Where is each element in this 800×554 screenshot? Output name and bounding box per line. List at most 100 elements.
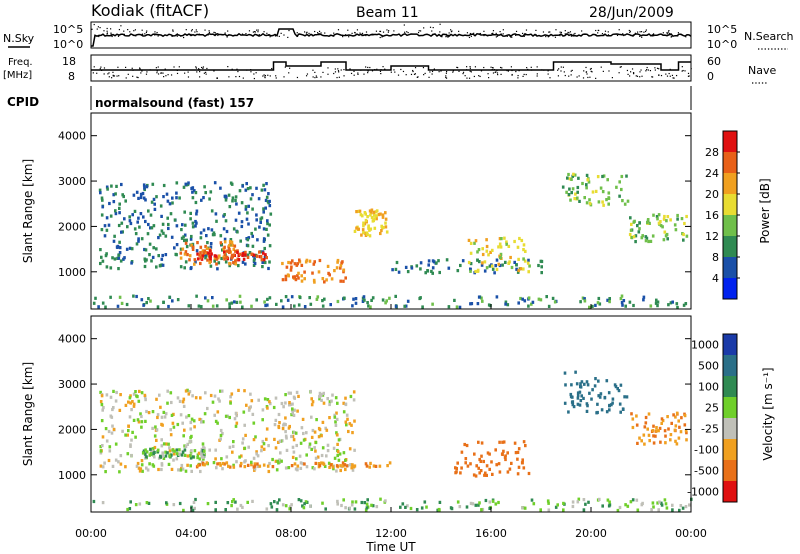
heatmap-cell [160, 415, 164, 419]
heatmap-cell [184, 444, 188, 448]
nsearch-dot [155, 34, 157, 36]
heatmap-cell [431, 271, 434, 275]
nave-dot [589, 68, 592, 70]
heatmap-cell [296, 468, 299, 472]
heatmap-cell [191, 394, 194, 398]
heatmap-cell [101, 259, 105, 263]
heatmap-cell [353, 229, 357, 233]
nsearch-dot [256, 29, 258, 31]
nave-dot [160, 72, 163, 74]
nsearch-dot [97, 26, 99, 28]
heatmap-cell [203, 463, 206, 467]
heatmap-cell [153, 445, 157, 450]
nsearch-dot [432, 33, 434, 36]
nave-dot [141, 70, 143, 72]
heatmap-cell [478, 501, 481, 505]
heatmap-cell [160, 257, 164, 261]
heatmap-cell [382, 225, 385, 230]
nsearch-dot [509, 35, 511, 37]
heatmap-cell [480, 296, 483, 300]
heatmap-cell [274, 418, 278, 422]
nsearch-dot [337, 29, 340, 31]
heatmap-cell [594, 303, 597, 307]
nave-dot [402, 70, 405, 73]
nsearch-dot [134, 29, 137, 31]
heatmap-cell [354, 500, 358, 504]
heatmap-cell [132, 402, 136, 406]
nsearch-dot [418, 30, 420, 32]
power-colorbar-tick-label: 8 [712, 251, 719, 264]
nsearch-dot [448, 34, 450, 36]
heatmap-cell [138, 469, 142, 473]
nave-dot [602, 70, 604, 72]
heatmap-cell [264, 303, 267, 308]
nsearch-dot [417, 31, 420, 34]
heatmap-cell [138, 502, 142, 506]
heatmap-cell [384, 221, 387, 225]
heatmap-cell [117, 223, 121, 228]
heatmap-cell [239, 300, 242, 304]
heatmap-cell [219, 234, 223, 238]
nsearch-dot [502, 33, 504, 35]
heatmap-cell [107, 223, 111, 227]
heatmap-cell [249, 197, 253, 201]
nave-dot [646, 66, 648, 69]
heatmap-cell [265, 427, 269, 431]
heatmap-cell [228, 302, 231, 306]
nave-dot [111, 77, 113, 79]
heatmap-cell [281, 305, 285, 309]
heatmap-cell [498, 242, 502, 246]
heatmap-cell [169, 391, 173, 395]
nsearch-dot [193, 34, 195, 36]
heatmap-cell [338, 452, 342, 456]
heatmap-cell [431, 302, 434, 306]
heatmap-cell [252, 263, 256, 267]
nave-dot [522, 75, 524, 77]
heatmap-cell [488, 264, 492, 268]
nsearch-dot [506, 35, 508, 37]
heatmap-cell [172, 503, 176, 507]
nave-dot [688, 75, 690, 77]
heatmap-cell [469, 251, 473, 255]
heatmap-cell [244, 250, 247, 254]
nsearch-dot [221, 34, 223, 36]
heatmap-cell [353, 448, 356, 452]
nave-dot [198, 68, 200, 70]
nsearch-dot [510, 36, 512, 38]
nsearch-dot [677, 32, 680, 34]
heatmap-cell [190, 417, 194, 421]
nsearch-dot [535, 29, 537, 31]
nsearch-dot [216, 33, 219, 35]
heatmap-cell [274, 396, 278, 400]
heatmap-cell [568, 177, 572, 181]
heatmap-cell [331, 465, 335, 469]
heatmap-cell [300, 263, 304, 267]
heatmap-cell [266, 464, 270, 468]
heatmap-cell [189, 456, 193, 460]
date-title: 28/Jun/2009 [589, 5, 674, 21]
heatmap-cell [167, 304, 170, 309]
heatmap-cell [636, 441, 639, 445]
heatmap-cell [351, 431, 354, 435]
heatmap-cell [184, 250, 188, 254]
heatmap-cell [297, 303, 301, 307]
heatmap-cell [226, 501, 230, 505]
heatmap-cell [672, 413, 675, 417]
heatmap-cell [600, 408, 604, 412]
nsearch-dot [347, 29, 349, 31]
nsearch-dot [406, 31, 408, 33]
heatmap-cell [481, 252, 485, 257]
heatmap-cell [182, 397, 186, 401]
heatmap-cell [155, 428, 159, 432]
heatmap-cell [201, 461, 205, 465]
heatmap-cell [239, 464, 242, 468]
heatmap-cell [342, 410, 346, 414]
nsearch-dot [447, 36, 449, 38]
heatmap-cell [587, 180, 591, 184]
heatmap-cell [225, 455, 229, 459]
nave-dot [633, 73, 635, 75]
heatmap-cell [273, 437, 276, 441]
heatmap-cell [348, 447, 352, 451]
heatmap-cell [666, 415, 669, 419]
nave-dot [384, 68, 386, 70]
